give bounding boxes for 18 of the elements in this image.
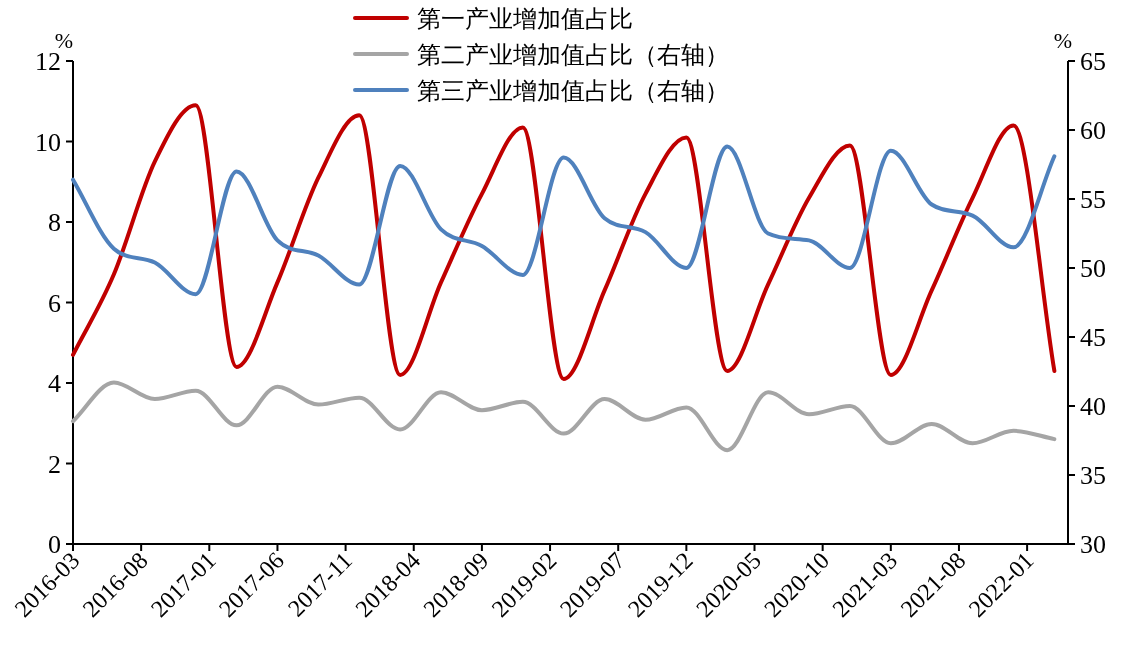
y2-tick-label: 50 bbox=[1080, 254, 1106, 283]
y2-tick-label: 45 bbox=[1080, 323, 1106, 352]
legend-label: 第二产业增加值占比（右轴） bbox=[417, 42, 729, 68]
legend-label: 第一产业增加值占比 bbox=[417, 6, 633, 32]
y2-tick-label: 60 bbox=[1080, 116, 1106, 145]
y2-tick-label: 35 bbox=[1080, 461, 1106, 490]
y-tick-label: 2 bbox=[48, 449, 61, 479]
y-tick-label: 4 bbox=[48, 369, 61, 398]
y-tick-label: 6 bbox=[48, 288, 61, 318]
y-tick-label: 10 bbox=[35, 127, 61, 157]
y-tick-label: 8 bbox=[48, 208, 61, 237]
y2-tick-label: 30 bbox=[1080, 530, 1106, 559]
y2-axis-title: % bbox=[1053, 28, 1073, 53]
y2-tick-label: 55 bbox=[1080, 185, 1106, 214]
y-tick-label: 0 bbox=[48, 530, 61, 559]
legend-label: 第三产业增加值占比（右轴） bbox=[417, 78, 729, 104]
y2-tick-label: 65 bbox=[1080, 47, 1106, 76]
y2-tick-label: 40 bbox=[1080, 392, 1106, 421]
